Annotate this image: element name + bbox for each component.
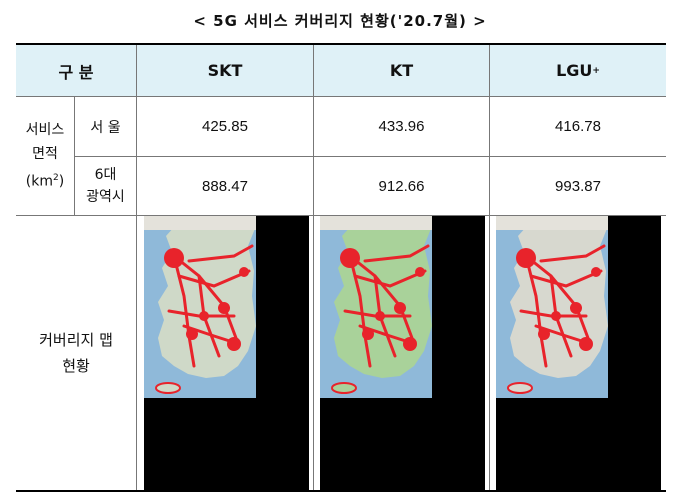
metro-kt-value: 912.66 bbox=[378, 177, 425, 195]
coverage-city bbox=[394, 302, 406, 314]
coverage-city bbox=[227, 337, 241, 351]
korea-map-1 bbox=[320, 216, 432, 398]
table-top-rule bbox=[16, 43, 666, 45]
metro-lgu-value: 993.87 bbox=[555, 177, 601, 195]
area-label-line1: 서비스 bbox=[25, 122, 65, 139]
coverage-city bbox=[239, 267, 249, 277]
coverage-city bbox=[186, 328, 198, 340]
north-area bbox=[320, 216, 432, 230]
coverage-map-skt bbox=[144, 216, 309, 490]
jeju-island bbox=[507, 382, 533, 394]
metro-label: 6대 광역시 bbox=[75, 157, 136, 215]
header-bg-carriers bbox=[137, 44, 666, 96]
coverage-map-lgu bbox=[496, 216, 661, 490]
row-divider-seoul bbox=[74, 156, 666, 157]
area-label-unit-close: ) bbox=[58, 173, 65, 190]
map-label-line2: 현황 bbox=[62, 357, 90, 375]
coverage-route bbox=[172, 254, 241, 348]
header-category: 구 분 bbox=[58, 62, 94, 82]
metro-label-line2: 광역시 bbox=[86, 189, 125, 205]
col-divider-2 bbox=[313, 45, 314, 490]
coverage-route bbox=[187, 244, 254, 263]
header-kt: KT bbox=[389, 61, 414, 80]
map-label-line1: 커버리지 맵 bbox=[39, 331, 113, 349]
coverage-city bbox=[340, 248, 360, 268]
land-area bbox=[510, 216, 608, 378]
coverage-city bbox=[403, 337, 417, 351]
area-label-unit-sup: 2 bbox=[53, 173, 59, 184]
area-label-unit: (km2) bbox=[26, 166, 64, 194]
table-bottom-rule bbox=[16, 490, 666, 492]
header-lgu-plus: + bbox=[592, 65, 600, 76]
coverage-city bbox=[164, 248, 184, 268]
korea-map-2 bbox=[496, 216, 608, 398]
coverage-city bbox=[538, 328, 550, 340]
coverage-city bbox=[591, 267, 601, 277]
coverage-map-kt bbox=[320, 216, 485, 490]
coverage-city bbox=[199, 311, 209, 321]
coverage-city bbox=[218, 302, 230, 314]
coverage-route bbox=[177, 269, 251, 288]
jeju-island bbox=[155, 382, 181, 394]
land-area bbox=[158, 216, 256, 378]
coverage-city bbox=[415, 267, 425, 277]
coverage-route bbox=[363, 244, 430, 263]
north-area bbox=[144, 216, 256, 230]
coverage-city bbox=[516, 248, 536, 268]
korea-map-0 bbox=[144, 216, 256, 398]
coverage-city bbox=[579, 337, 593, 351]
jeju-island bbox=[331, 382, 357, 394]
header-bg-category bbox=[16, 44, 136, 96]
map-row-label: 커버리지 맵 현황 bbox=[16, 216, 136, 490]
seoul-lgu-value: 416.78 bbox=[555, 118, 601, 135]
seoul-label: 서 울 bbox=[90, 119, 121, 136]
col-divider-3 bbox=[489, 45, 490, 490]
col-divider-1 bbox=[136, 45, 137, 490]
seoul-skt-value: 425.85 bbox=[202, 118, 248, 135]
col-divider-sub bbox=[74, 97, 75, 215]
coverage-route bbox=[539, 244, 606, 263]
metro-skt-value: 888.47 bbox=[202, 177, 248, 195]
row-divider-metro bbox=[16, 215, 666, 216]
seoul-kt-value: 433.96 bbox=[378, 118, 425, 135]
coverage-city bbox=[375, 311, 385, 321]
area-label-unit-text: (km bbox=[25, 173, 53, 190]
coverage-route bbox=[524, 254, 593, 348]
north-area bbox=[496, 216, 608, 230]
coverage-route bbox=[529, 269, 603, 288]
header-skt: SKT bbox=[207, 61, 243, 80]
coverage-city bbox=[570, 302, 582, 314]
header-divider bbox=[16, 96, 666, 97]
metro-label-line1: 6대 bbox=[94, 167, 117, 183]
coverage-route bbox=[353, 269, 427, 288]
coverage-city bbox=[362, 328, 374, 340]
area-row-label: 서비스 면적 (km2) bbox=[16, 97, 74, 215]
coverage-route bbox=[348, 254, 417, 348]
area-label-line2: 면적 bbox=[32, 146, 58, 163]
header-lgu: LGU + bbox=[490, 45, 666, 96]
page-title: < 5G 서비스 커버리지 현황('20.7월) > bbox=[193, 12, 487, 30]
land-area bbox=[334, 216, 432, 378]
header-lgu-text: LGU bbox=[556, 61, 593, 80]
coverage-city bbox=[551, 311, 561, 321]
